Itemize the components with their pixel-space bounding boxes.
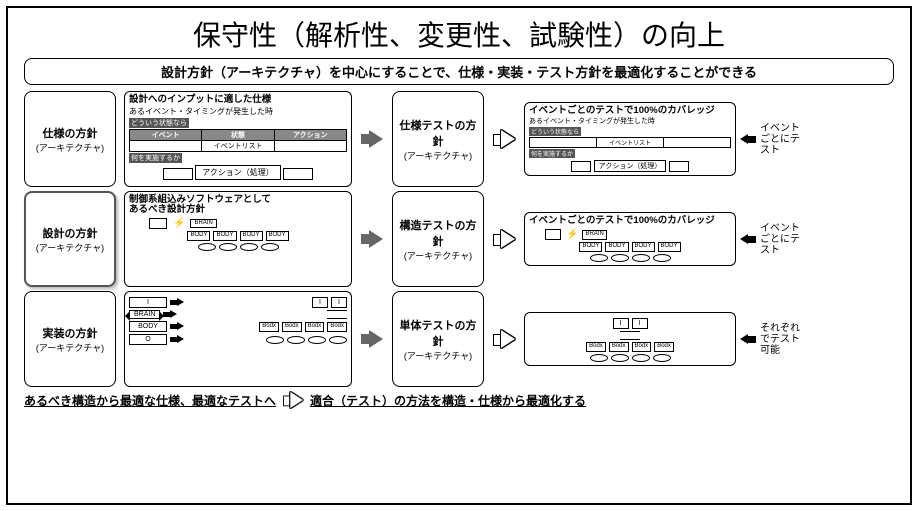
th-state: 状態 <box>202 130 274 140</box>
label-struct-test: 構造テストの方針 (アーキテクチャ) <box>392 191 484 287</box>
arrow-cell <box>492 291 516 387</box>
arrow-cell <box>360 191 384 287</box>
label-spec-policy: 仕様の方針 (アーキテクチャ) <box>24 91 116 187</box>
design-hdr: 制御系組込みソフトウェアとして あるべき設計方針 <box>129 195 347 216</box>
design-content: 制御系組込みソフトウェアとして あるべき設計方針 ⚡ BRAIN BODY BO… <box>124 191 352 287</box>
th-event: イベント <box>130 130 202 140</box>
spec-test-content: イベントごとのテストで100%のカバレッジ あるイベント・タイミングが発生した時… <box>524 102 736 177</box>
r-hdr: イベントごとのテストで100%のカバレッジ <box>529 106 731 116</box>
label-sub: (アーキテクチャ) <box>404 249 472 262</box>
arrow-right-icon <box>361 130 383 148</box>
o-box: O <box>129 334 167 345</box>
page-title: 保守性（解析性、変更性、試験性）の向上 <box>18 14 900 54</box>
arrow-right-icon <box>361 330 383 348</box>
arrow-cell <box>492 91 516 187</box>
slide-frame: 保守性（解析性、変更性、試験性）の向上 設計方針（アーキテクチャ）を中心にするこ… <box>6 6 912 505</box>
arrow-left-icon <box>740 234 756 245</box>
label-sub: (アーキテクチャ) <box>36 341 104 354</box>
arrow-cell <box>492 191 516 287</box>
i-box: I <box>129 297 167 308</box>
side-note: イベントごとにテスト <box>760 123 804 156</box>
footer-right: 適合（テスト）の方法を構造・仕様から最適化する <box>310 392 586 409</box>
side-note: それぞれでテスト可能 <box>760 323 804 356</box>
brain-shape: BRAIN <box>129 310 160 319</box>
label-text: 仕様の方針 <box>43 125 98 141</box>
spec-line: あるイベント・タイミングが発生した時 <box>129 106 347 117</box>
label-text: 実装の方針 <box>43 325 98 341</box>
label-text: 単体テストの方針 <box>395 317 481 349</box>
label-design-policy: 設計の方針 (アーキテクチャ) <box>24 191 116 287</box>
arrow-right-outline-icon <box>493 230 515 248</box>
r-q1: どういう状態なら <box>529 127 581 136</box>
label-unit-test: 単体テストの方針 (アーキテクチャ) <box>392 291 484 387</box>
arrow-right-outline-icon <box>493 330 515 348</box>
label-sub: (アーキテクチャ) <box>36 141 104 154</box>
arrow-left-icon <box>740 334 756 345</box>
arrow-cell <box>360 291 384 387</box>
arrow-right-outline-icon <box>493 130 515 148</box>
zigzag-icon: ⚡ <box>173 218 184 229</box>
oval-icon <box>198 243 216 251</box>
arrow-left-icon <box>740 134 756 145</box>
label-spec-test: 仕様テストの方針 (アーキテクチャ) <box>392 91 484 187</box>
th-action: アクション <box>275 130 346 140</box>
brain-box: BRAIN <box>190 219 216 229</box>
label-text: 構造テストの方針 <box>395 217 481 249</box>
struct-test-right: イベントごとのテストで100%のカバレッジ ⚡ BRAIN BODY BODY … <box>524 191 804 287</box>
side-note: イベントごとにテスト <box>760 223 804 256</box>
spec-table: イベント 状態 アクション イベントリスト <box>129 129 347 152</box>
r-line: あるイベント・タイミングが発生した時 <box>529 116 731 126</box>
arrow-cell <box>360 91 384 187</box>
label-impl-policy: 実装の方針 (アーキテクチャ) <box>24 291 116 387</box>
label-sub: (アーキテクチャ) <box>404 149 472 162</box>
arrow-right-icon <box>361 230 383 248</box>
event-list: イベントリスト <box>202 141 274 151</box>
r-hdr: イベントごとのテストで100%のカバレッジ <box>529 216 731 226</box>
arrow-right-outline-icon <box>283 392 303 408</box>
impl-content: I I I BRAIN BODY Bodx Bodx Bodx Bodx <box>124 291 352 387</box>
footer-left: あるべき構造から最適な仕様、最適なテストへ <box>24 392 276 409</box>
banner-text: 設計方針（アーキテクチャ）を中心にすることで、仕様・実装・テスト方針を最適化する… <box>24 58 894 85</box>
diagram-grid: 仕様の方針 (アーキテクチャ) 設計へのインプットに適した仕様 あるイベント・タ… <box>24 91 894 387</box>
spec-q1: どういう状態なら <box>129 118 189 128</box>
r-q2: 何を実施するか <box>529 149 575 158</box>
spec-q2: 何を実施するか <box>129 153 182 163</box>
label-text: 仕様テストの方針 <box>395 117 481 149</box>
zigzag-icon: ⚡ <box>566 229 577 240</box>
label-sub: (アーキテクチャ) <box>36 241 104 254</box>
label-sub: (アーキテクチャ) <box>404 349 472 362</box>
action-label: アクション（処理） <box>195 165 281 180</box>
spec-content: 設計へのインプットに適した仕様 あるイベント・タイミングが発生した時 どういう状… <box>124 91 352 187</box>
body-box: BODY <box>129 321 167 332</box>
unit-test-content: I I Bodx Bodx Bodx Bodx <box>524 312 736 366</box>
footer: あるべき構造から最適な仕様、最適なテストへ 適合（テスト）の方法を構造・仕様から… <box>24 391 894 409</box>
label-text: 設計の方針 <box>43 225 98 241</box>
spec-test-right: イベントごとのテストで100%のカバレッジ あるイベント・タイミングが発生した時… <box>524 91 804 187</box>
arrow-right-small-icon <box>170 298 184 307</box>
r-action: アクション（処理） <box>594 160 667 172</box>
struct-test-content: イベントごとのテストで100%のカバレッジ ⚡ BRAIN BODY BODY … <box>524 212 736 266</box>
unit-test-right: I I Bodx Bodx Bodx Bodx <box>524 291 804 387</box>
spec-hdr: 設計へのインプットに適した仕様 <box>129 95 347 105</box>
body-box: BODY <box>187 231 210 241</box>
